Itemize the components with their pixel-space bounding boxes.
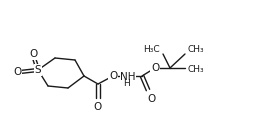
Text: S: S [35, 65, 41, 75]
Text: O: O [29, 49, 37, 59]
Text: O: O [109, 71, 117, 81]
Text: H: H [124, 79, 130, 88]
Text: CH₃: CH₃ [188, 46, 205, 55]
Text: NH: NH [120, 72, 136, 82]
Text: O: O [151, 63, 159, 73]
Text: O: O [13, 67, 21, 77]
Text: H₃C: H₃C [143, 46, 160, 55]
Text: CH₃: CH₃ [188, 66, 205, 75]
Text: O: O [147, 94, 155, 104]
Text: O: O [94, 102, 102, 112]
